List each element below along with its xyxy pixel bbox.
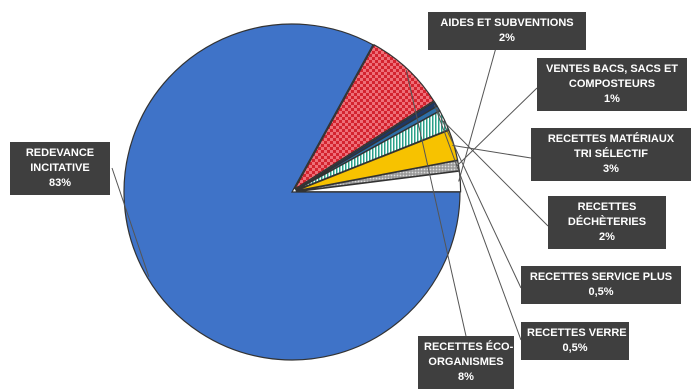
slice-recettes-service-plus-leader-line [436, 109, 522, 289]
slice-recettes-decheteries-leader-line [442, 120, 549, 227]
slice-recettes-verre-leader-line [433, 104, 522, 341]
label-recettes-verre-percent: 0,5% [562, 342, 588, 354]
slice-recettes-decheteries [295, 110, 450, 191]
slice-aides-et-subventions-leader-line [458, 43, 498, 182]
label-redevance-incitative-text: INCITATIVE [30, 162, 90, 174]
label-recettes-service-plus-percent: 0,5% [588, 286, 614, 298]
label-ventes-bacs-sacs-composteurs-percent: 1% [604, 93, 620, 105]
label-recettes-materiaux-tri-selectif: RECETTES MATÉRIAUX TRI SÉLECTIF 3% [531, 128, 691, 181]
label-ventes-bacs-sacs-composteurs: VENTES BACS, SACS ET COMPOSTEURS 1% [537, 58, 687, 111]
label-recettes-decheteries-text: RECETTES [577, 201, 637, 213]
label-recettes-materiaux-tri-selectif-percent: 3% [603, 163, 619, 175]
slice-redevance-incitative-leader-line [111, 167, 150, 277]
label-redevance-incitative-percent: 83% [48, 177, 72, 189]
label-ventes-bacs-sacs-composteurs-text: VENTES BACS, SACS ET [545, 63, 679, 75]
label-redevance-incitative-text: REDEVANCE [25, 147, 95, 159]
slice-recettes-eco-organismes [294, 43, 435, 190]
slice-recettes-eco-organismes-leader-line [405, 70, 467, 337]
label-recettes-decheteries: RECETTES DÉCHÈTERIES 2% [548, 196, 666, 249]
slice-recettes-materiaux-tri-selectif-leader-line [452, 144, 532, 159]
label-recettes-eco-organismes-text: RECETTES ÉCO- [424, 341, 514, 353]
slice-ventes-bacs-sacs-composteurs-leader-line [456, 87, 538, 167]
label-recettes-decheteries-percent: 2% [599, 231, 615, 243]
label-recettes-materiaux-tri-selectif-text: RECETTES MATÉRIAUX [547, 133, 675, 145]
label-recettes-service-plus: RECETTES SERVICE PLUS 0,5% [521, 266, 681, 304]
label-redevance-incitative: REDEVANCE INCITATIVE 83% [10, 142, 110, 195]
label-recettes-eco-organismes: RECETTES ÉCO- ORGANISMES 8% [418, 336, 514, 389]
label-aides-et-subventions-percent: 2% [499, 32, 515, 44]
label-recettes-decheteries-text: DÉCHÈTERIES [567, 216, 647, 228]
label-aides-et-subventions: AIDES ET SUBVENTIONS 2% [428, 12, 586, 50]
slice-redevance-incitative [123, 23, 461, 361]
label-ventes-bacs-sacs-composteurs-text: COMPOSTEURS [568, 78, 656, 90]
label-recettes-eco-organismes-percent: 8% [458, 371, 474, 383]
label-recettes-verre-text: RECETTES VERRE [527, 327, 627, 339]
label-recettes-materiaux-tri-selectif-text: TRI SÉLECTIF [574, 148, 648, 160]
label-recettes-eco-organismes-text: ORGANISMES [428, 356, 504, 368]
label-recettes-service-plus-text: RECETTES SERVICE PLUS [529, 271, 673, 283]
label-recettes-verre: RECETTES VERRE 0,5% [521, 322, 629, 360]
label-aides-et-subventions-text: AIDES ET SUBVENTIONS [440, 17, 574, 29]
